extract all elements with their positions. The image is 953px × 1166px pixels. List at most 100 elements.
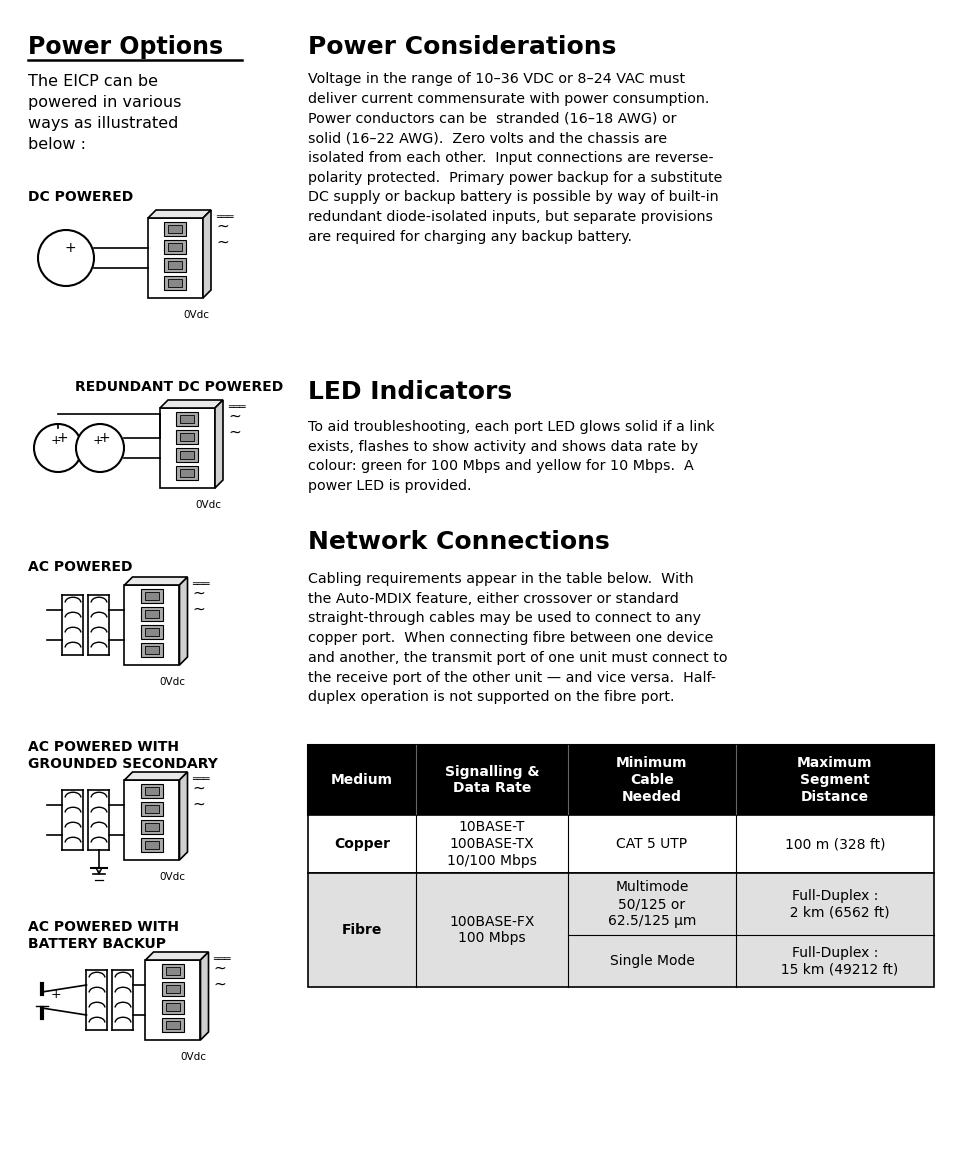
Text: ~: ~ (213, 976, 226, 991)
Text: Network Connections: Network Connections (308, 531, 609, 554)
Text: ═══: ═══ (213, 954, 231, 964)
Bar (176, 448, 198, 462)
Bar (169, 243, 182, 251)
Text: Power Considerations: Power Considerations (308, 35, 616, 59)
Bar (162, 1000, 184, 1014)
Bar (145, 823, 159, 831)
Bar (180, 415, 194, 423)
Polygon shape (125, 577, 188, 585)
Text: 100 m (328 ft): 100 m (328 ft) (784, 837, 884, 851)
Text: Power Options: Power Options (28, 35, 223, 59)
Text: Voltage in the range of 10–36 VDC or 8–24 VAC must
deliver current commensurate : Voltage in the range of 10–36 VDC or 8–2… (308, 72, 721, 244)
Bar (176, 412, 198, 426)
Text: 100BASE-FX
100 Mbps: 100BASE-FX 100 Mbps (449, 914, 534, 946)
Bar (308, 815, 933, 873)
Circle shape (76, 424, 124, 472)
Text: 0Vdc: 0Vdc (159, 677, 185, 687)
Text: Multimode
50/125 or
62.5/125 μm: Multimode 50/125 or 62.5/125 μm (607, 880, 696, 928)
Text: AC POWERED: AC POWERED (28, 560, 132, 574)
Polygon shape (179, 772, 188, 861)
Text: Copper: Copper (334, 837, 390, 851)
Bar (145, 805, 159, 813)
Text: ═══: ═══ (215, 212, 233, 222)
Text: Medium: Medium (331, 773, 393, 787)
Text: ~: ~ (193, 780, 205, 795)
Text: DC POWERED: DC POWERED (28, 190, 133, 204)
Text: +: + (64, 241, 75, 255)
Circle shape (34, 424, 82, 472)
Bar (145, 628, 159, 635)
Text: ~: ~ (215, 218, 229, 233)
Bar (141, 838, 163, 852)
Polygon shape (148, 210, 211, 218)
Bar (180, 451, 194, 459)
Bar (145, 646, 159, 654)
Bar (146, 960, 200, 1040)
Bar (180, 469, 194, 477)
Text: To aid troubleshooting, each port LED glows solid if a link
exists, flashes to s: To aid troubleshooting, each port LED gl… (308, 420, 714, 493)
Text: ~: ~ (228, 408, 240, 423)
Bar (145, 592, 159, 600)
Bar (141, 607, 163, 621)
Text: +: + (98, 431, 110, 445)
Bar (141, 625, 163, 639)
Bar (141, 642, 163, 656)
Bar (166, 967, 180, 975)
Bar (164, 222, 186, 236)
Text: 0Vdc: 0Vdc (194, 500, 221, 510)
Text: 0Vdc: 0Vdc (180, 1052, 206, 1062)
Circle shape (38, 230, 94, 286)
Bar (308, 873, 933, 986)
Text: Full-Duplex :
  15 km (49212 ft): Full-Duplex : 15 km (49212 ft) (771, 946, 897, 976)
Text: ~: ~ (193, 602, 205, 617)
Bar (166, 1021, 180, 1030)
Bar (169, 279, 182, 287)
Bar (176, 430, 198, 444)
Bar (308, 745, 933, 815)
Bar (145, 841, 159, 849)
Bar (164, 240, 186, 254)
Bar (164, 276, 186, 290)
Bar (160, 408, 214, 489)
Text: ~: ~ (193, 796, 205, 812)
Text: Maximum
Segment
Distance: Maximum Segment Distance (797, 757, 872, 803)
Text: CAT 5 UTP: CAT 5 UTP (616, 837, 687, 851)
Bar (125, 780, 179, 861)
Text: The EICP can be
powered in various
ways as illustrated
below :: The EICP can be powered in various ways … (28, 73, 181, 152)
Bar (169, 261, 182, 269)
Bar (141, 784, 163, 798)
Bar (141, 820, 163, 834)
Text: Minimum
Cable
Needed: Minimum Cable Needed (616, 757, 687, 803)
Text: ~: ~ (215, 234, 229, 250)
Text: ═══: ═══ (193, 774, 210, 784)
Text: ═══: ═══ (193, 580, 210, 589)
Bar (125, 585, 179, 665)
Text: Cabling requirements appear in the table below.  With
the Auto-MDIX feature, eit: Cabling requirements appear in the table… (308, 573, 727, 704)
Text: Fibre: Fibre (341, 923, 382, 937)
Bar (145, 610, 159, 618)
Text: AC POWERED WITH
BATTERY BACKUP: AC POWERED WITH BATTERY BACKUP (28, 920, 179, 951)
Bar (141, 589, 163, 603)
Text: 0Vdc: 0Vdc (159, 872, 185, 881)
Bar (164, 258, 186, 272)
Text: +: + (92, 434, 103, 447)
Text: Single Mode: Single Mode (609, 954, 694, 968)
Text: 10BASE-T
100BASE-TX
10/100 Mbps: 10BASE-T 100BASE-TX 10/100 Mbps (447, 820, 537, 868)
Text: 0Vdc: 0Vdc (183, 310, 209, 319)
Polygon shape (125, 772, 188, 780)
Text: +: + (51, 434, 61, 447)
Text: LED Indicators: LED Indicators (308, 380, 512, 403)
Text: Full-Duplex :
  2 km (6562 ft): Full-Duplex : 2 km (6562 ft) (780, 888, 888, 919)
Polygon shape (214, 400, 223, 489)
Bar (162, 964, 184, 978)
Bar (162, 1018, 184, 1032)
Bar (162, 982, 184, 996)
Polygon shape (179, 577, 188, 665)
Text: AC POWERED WITH
GROUNDED SECONDARY: AC POWERED WITH GROUNDED SECONDARY (28, 740, 217, 771)
Bar (169, 225, 182, 233)
Text: +: + (56, 431, 68, 445)
Bar (180, 433, 194, 441)
Bar (166, 1003, 180, 1011)
Bar (145, 787, 159, 795)
Text: +: + (51, 988, 62, 1000)
